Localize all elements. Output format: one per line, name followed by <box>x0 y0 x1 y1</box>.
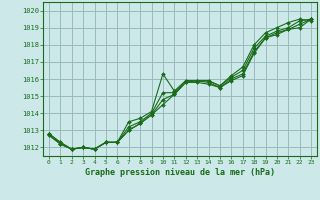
X-axis label: Graphe pression niveau de la mer (hPa): Graphe pression niveau de la mer (hPa) <box>85 168 275 177</box>
